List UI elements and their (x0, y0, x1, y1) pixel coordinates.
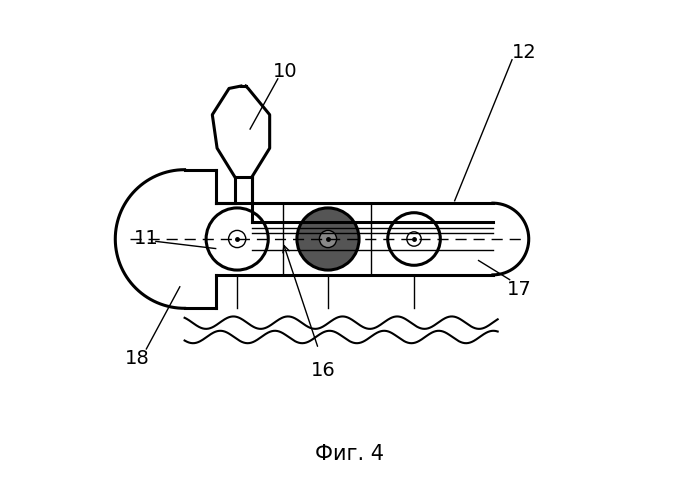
Circle shape (319, 230, 337, 248)
Text: Фиг. 4: Фиг. 4 (315, 444, 384, 464)
Text: 11: 11 (134, 229, 159, 249)
Text: 10: 10 (273, 62, 297, 81)
Text: 17: 17 (507, 280, 531, 299)
Circle shape (297, 208, 359, 270)
Text: 16: 16 (311, 361, 336, 380)
Text: 12: 12 (512, 43, 536, 62)
Text: 18: 18 (124, 349, 149, 368)
